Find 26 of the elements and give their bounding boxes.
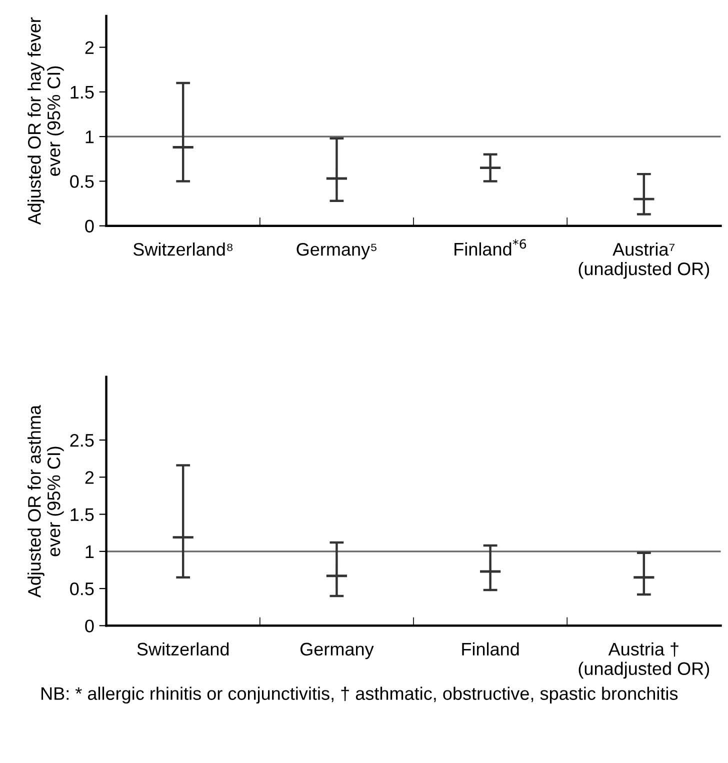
y-tick-label: 0.5 (70, 582, 94, 596)
y-axis-title: Adjusted OR for hay fever ever (95% CI) (28, 17, 64, 225)
text: NB: * allergic rhinitis or conjunctivitis, † asthmatic, obstructive, spastic bronchitis (42, 686, 678, 704)
x-tick-label: Finland (462, 642, 519, 656)
x-tick-label: Germany (300, 642, 374, 660)
y-tick-label: 0 (85, 220, 94, 233)
x-tick-label: Austria⁷ (unadjusted OR) (578, 242, 710, 279)
point (480, 158, 501, 178)
point (326, 168, 347, 189)
x-tick-label: Finland$^{*6}$ (454, 239, 526, 256)
x-tick-label: Austria † (unadjusted OR) (578, 642, 710, 679)
y-tick-label: 2.5 (70, 434, 94, 447)
y-tick-label: 2 (85, 471, 94, 484)
y-tick-label: 1 (86, 130, 94, 144)
x-tick-label: Switzerland⁸ (133, 242, 232, 256)
x-tick-label: Germany⁵ (296, 242, 376, 260)
y-tick-label: 2 (85, 41, 94, 54)
y-axis-title: Adjusted OR for asthma ever (95% CI) (28, 404, 64, 598)
x-tick-label: Switzerland (137, 642, 229, 656)
y-tick-label: 1.5 (70, 508, 94, 522)
y-tick-label: 0.5 (70, 175, 94, 188)
y-tick-label: 1.5 (70, 86, 94, 99)
y-tick-label: 1 (86, 546, 94, 558)
point (480, 561, 501, 582)
point (326, 566, 347, 586)
y-tick-label: 0 (85, 620, 94, 632)
